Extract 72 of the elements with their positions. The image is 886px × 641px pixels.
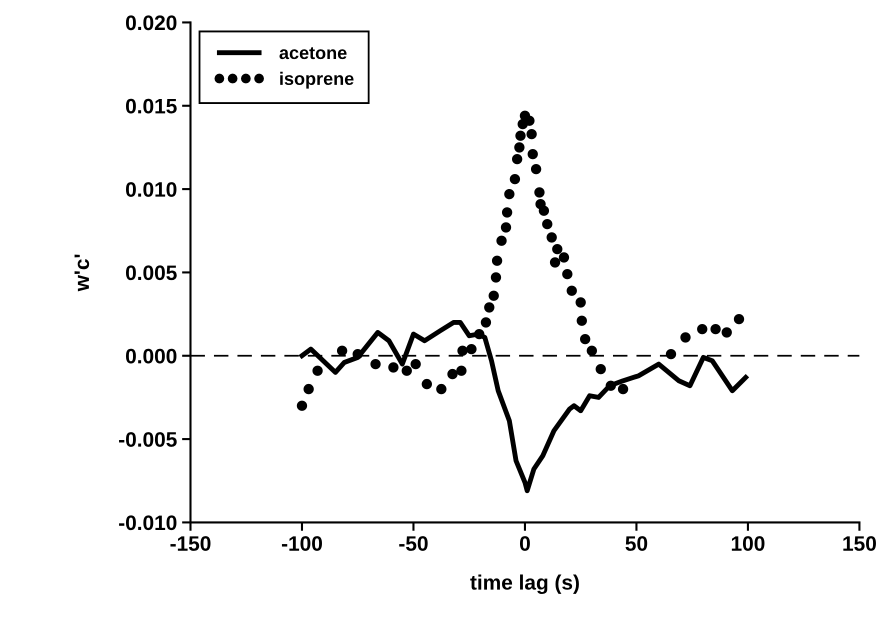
point <box>566 286 577 296</box>
point <box>496 236 507 246</box>
point <box>666 348 676 360</box>
y-tick-label: 0.015 <box>126 98 177 114</box>
y-tick-label: 0.010 <box>126 182 176 197</box>
x-tick-label: 0 <box>520 536 530 551</box>
point <box>710 324 721 334</box>
point <box>552 244 562 254</box>
point <box>538 206 550 216</box>
point <box>502 207 512 218</box>
point <box>580 334 590 344</box>
point <box>436 384 446 394</box>
x-axis-title: time lag (s) <box>470 574 579 594</box>
point <box>697 324 708 334</box>
point <box>562 268 572 280</box>
point <box>490 272 502 283</box>
point <box>312 366 323 376</box>
point <box>457 346 468 356</box>
y-tick-label: 0.000 <box>126 348 176 364</box>
x-tick-label: 150 <box>843 536 876 551</box>
x-tick-label: 50 <box>626 536 648 551</box>
point <box>542 218 552 230</box>
point <box>528 148 538 160</box>
point <box>336 346 348 356</box>
point <box>546 232 557 243</box>
point <box>447 368 458 380</box>
point <box>480 317 492 328</box>
legend-label: acetone <box>279 47 347 60</box>
x-tick-label: 100 <box>732 536 764 551</box>
point <box>504 188 514 200</box>
x-tick-label: -100 <box>282 536 322 551</box>
point <box>500 222 512 233</box>
point <box>488 290 499 301</box>
point <box>352 348 363 360</box>
point <box>304 384 314 394</box>
point <box>514 142 525 153</box>
point <box>512 154 522 164</box>
y-tick-label: -0.005 <box>119 432 177 447</box>
point <box>510 174 520 184</box>
point <box>722 327 732 338</box>
y-tick-label: 0.020 <box>126 15 176 30</box>
point <box>576 297 586 308</box>
point <box>558 252 570 263</box>
point <box>576 316 587 326</box>
point <box>484 302 494 313</box>
y-tick-label: 0.005 <box>126 265 177 280</box>
y-tick-label: -0.010 <box>119 515 176 530</box>
point <box>680 332 691 343</box>
point <box>734 314 744 324</box>
point <box>296 400 308 411</box>
point <box>596 364 606 374</box>
y-axis-title: w'c' <box>74 254 90 292</box>
point <box>466 344 477 354</box>
point <box>370 358 381 370</box>
point <box>474 328 484 340</box>
point <box>515 130 526 141</box>
point <box>530 164 542 174</box>
point <box>492 256 502 266</box>
point <box>606 380 616 391</box>
legend-label: isoprene <box>280 72 354 89</box>
point <box>526 128 537 140</box>
point <box>534 187 545 198</box>
point <box>388 362 399 373</box>
point <box>422 378 432 390</box>
point <box>586 346 597 356</box>
point <box>618 384 628 394</box>
point <box>402 366 412 376</box>
x-tick-label: -50 <box>399 536 428 551</box>
point <box>550 257 560 268</box>
point <box>456 366 467 376</box>
x-tick-label: -150 <box>170 536 210 551</box>
point <box>410 358 421 370</box>
